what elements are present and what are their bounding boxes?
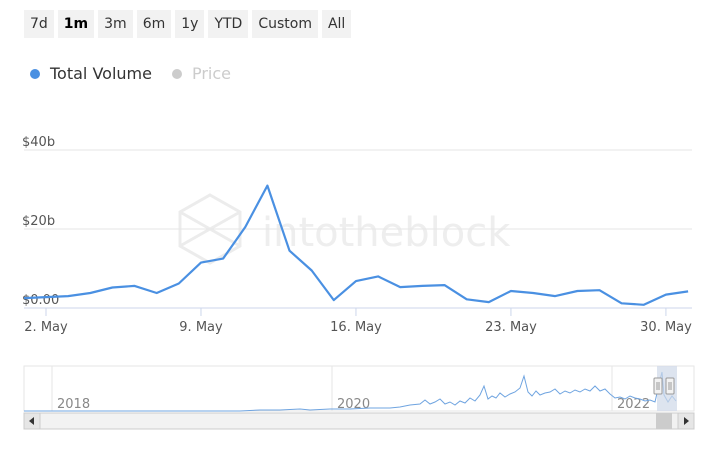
y-tick-label: $40b <box>22 135 55 150</box>
x-tick-label: 16. May <box>330 320 382 335</box>
range-6m-button[interactable]: 6m <box>136 10 172 38</box>
range-7d-button[interactable]: 7d <box>24 10 54 38</box>
x-tick-label: 2. May <box>24 320 68 335</box>
watermark: intotheblock <box>178 193 511 265</box>
navigator-year-label: 2018 <box>57 397 90 412</box>
x-tick-label: 23. May <box>485 320 537 335</box>
x-tick-label: 9. May <box>179 320 223 335</box>
grid-lines <box>24 149 692 309</box>
navigator-left-handle[interactable] <box>653 377 663 395</box>
range-selector: 7d 1m 3m 6m 1y YTD Custom All <box>24 10 352 40</box>
watermark-text: intotheblock <box>262 210 511 256</box>
scroll-left-button[interactable] <box>23 412 41 430</box>
navigator-year-label: 2022 <box>617 397 650 412</box>
scroll-right-button[interactable] <box>677 412 695 430</box>
chart-legend: Total Volume Price <box>30 64 231 83</box>
range-1m-button[interactable]: 1m <box>57 10 95 38</box>
arrow-right-icon <box>684 417 689 425</box>
legend-item-price[interactable]: Price <box>171 64 231 83</box>
total-volume-line <box>23 184 689 306</box>
navigator-series-line <box>24 371 677 412</box>
scrollbar-thumb[interactable] <box>656 413 672 429</box>
legend-label: Price <box>191 64 231 83</box>
legend-dot-icon <box>171 68 182 79</box>
range-ytd-button[interactable]: YTD <box>208 10 249 38</box>
navigator-right-handle[interactable] <box>665 377 675 395</box>
range-custom-button[interactable]: Custom <box>252 10 318 38</box>
y-tick-label: $0.00 <box>22 293 59 308</box>
y-axis-labels: $40b $20b $0.00 <box>22 135 59 308</box>
navigator-frame <box>23 365 695 412</box>
navigator-scrollbar[interactable] <box>23 412 695 430</box>
range-all-button[interactable]: All <box>321 10 352 38</box>
legend-dot-icon <box>30 68 40 79</box>
x-axis-labels: 2. May 9. May 16. May 23. May 30. May <box>24 320 692 335</box>
legend-label: Total Volume <box>50 64 152 83</box>
navigator: 2018 2020 2022 <box>23 365 695 412</box>
x-axis-ticks <box>45 308 667 316</box>
scrollbar-track[interactable] <box>23 412 695 430</box>
range-1y-button[interactable]: 1y <box>175 10 205 38</box>
arrow-left-icon <box>29 417 34 425</box>
legend-item-total-volume[interactable]: Total Volume <box>30 64 152 83</box>
y-tick-label: $20b <box>22 214 55 229</box>
range-3m-button[interactable]: 3m <box>98 10 133 38</box>
x-tick-label: 30. May <box>640 320 692 335</box>
navigator-year-label: 2020 <box>337 397 370 412</box>
